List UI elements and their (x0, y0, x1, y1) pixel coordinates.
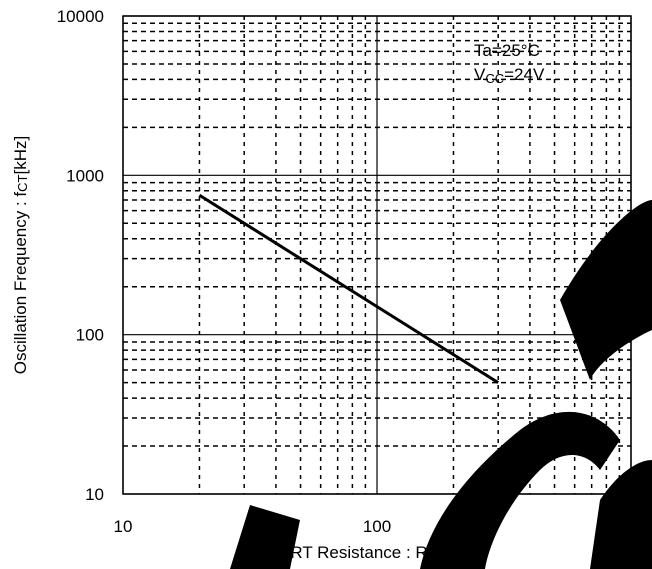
x-label-sub: RT (428, 551, 444, 565)
y-tick-label: 10000 (57, 7, 104, 26)
grid (122, 15, 632, 495)
y-tick-label: 100 (76, 326, 104, 345)
x-tick-label: 100 (363, 517, 391, 536)
y-label-part: [kHz] (11, 136, 30, 175)
annotation-part: =24V (504, 65, 545, 84)
data-line (198, 193, 499, 384)
annotation-part: V (474, 65, 486, 84)
x-axis-label: RT Resistance : RRT[Ω] (290, 543, 465, 565)
x-tick-label: 10 (114, 517, 133, 536)
annotation: VCC=24V (474, 65, 545, 86)
x-label-part: RT Resistance : R (290, 543, 427, 562)
y-tick-label: 10 (85, 485, 104, 504)
x-tick-label: 1000 (612, 517, 650, 536)
watermark-shape (590, 460, 652, 569)
y-label-part: Oscillation Frequency : f (11, 192, 30, 375)
annotation-sub: CC (485, 71, 504, 86)
y-axis-label: Oscillation Frequency : fCT[kHz] (11, 136, 30, 374)
watermark-shape (230, 505, 300, 569)
annotation: Ta=25°C (474, 41, 540, 60)
plot-frame (122, 15, 632, 495)
watermark-shape (420, 411, 620, 569)
y-tick-label: 1000 (66, 166, 104, 185)
x-label-part: [Ω] (443, 543, 465, 562)
y-label-sub: CT (15, 174, 30, 191)
